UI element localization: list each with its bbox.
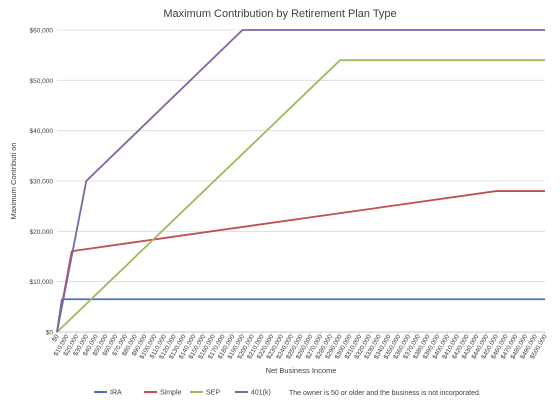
y-tick-label: $0 [46,330,54,337]
chart-title: Maximum Contribution by Retirement Plan … [163,8,396,20]
legend-label: SEP [206,390,220,397]
x-axis-title: Net Business Income [266,366,337,375]
series-lines [56,29,545,333]
y-tick-label: $20,000 [30,229,54,236]
legend-label: 401(k) [251,390,271,397]
legend-label: IRA [110,390,122,397]
x-axis-ticks: $0$10,000$20,000$30,000$40,000$50,000$60… [51,332,549,360]
legend-label: Simple [160,390,182,397]
series-line-ira [56,298,545,333]
y-axis-ticks: $0 $10,000 $20,000 $30,000 $40,000 $50,000 $60… [30,28,54,337]
y-tick-label: $50,000 [30,78,54,85]
gridlines [57,29,545,333]
series-line-401k [56,29,545,333]
y-tick-label: $10,000 [30,279,54,286]
y-tick-label: $40,000 [30,128,54,135]
y-tick-label: $30,000 [30,179,54,186]
chart-note: The owner is 50 or older and the busines… [289,390,481,397]
y-axis-title: Maximum Contributi on [9,142,18,219]
legend: IRA Simple SEP 401(k) [94,390,271,397]
x-tick-label: $0 [51,333,61,343]
series-line-sep [56,59,545,333]
y-tick-label: $60,000 [30,28,54,35]
